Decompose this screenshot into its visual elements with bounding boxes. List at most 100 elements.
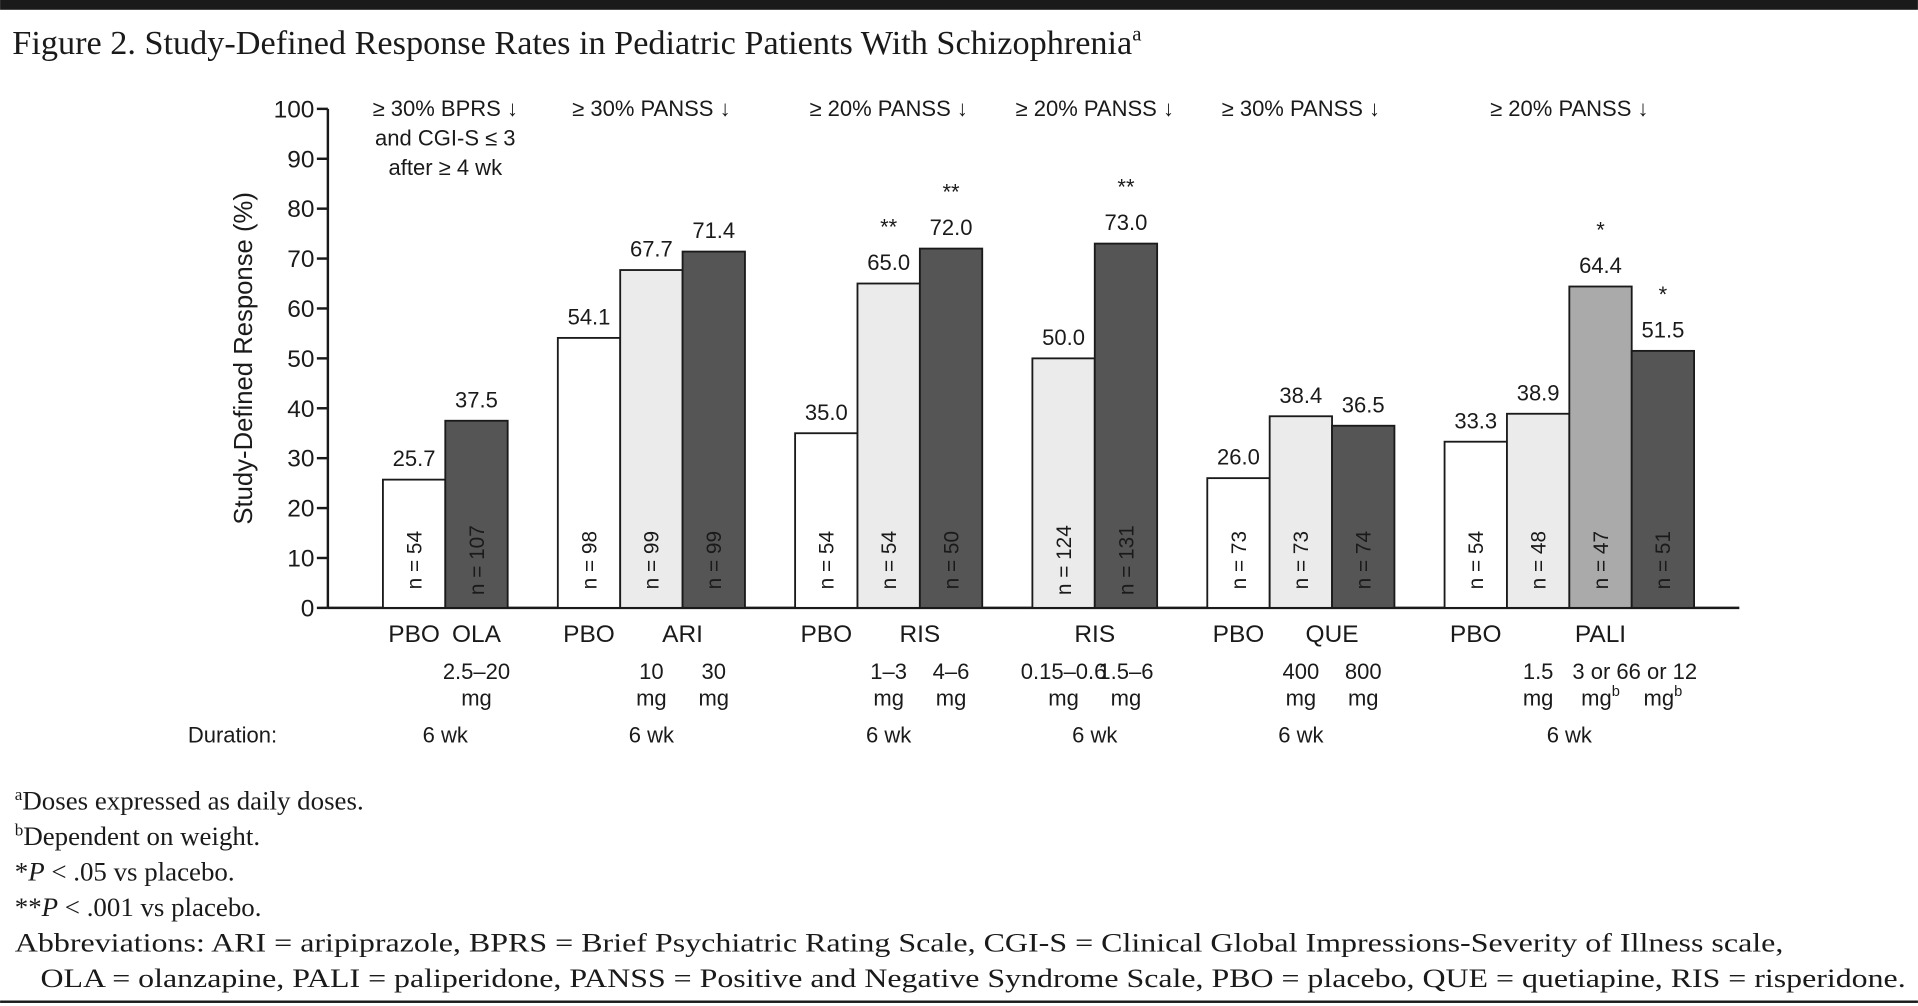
n-label: n = 99	[703, 531, 726, 589]
y-tick-label: 40	[287, 396, 314, 423]
n-label: n = 54	[1465, 531, 1488, 589]
value-label: 37.5	[455, 387, 498, 412]
bar	[1568, 285, 1633, 609]
value-label: 36.5	[1342, 392, 1385, 417]
n-label: n = 54	[816, 531, 839, 589]
bar	[856, 282, 921, 609]
group-header: ≥ 20% PANSS ↓	[1016, 96, 1174, 121]
footnote: bDependent on weight.	[15, 820, 260, 851]
dose-text: mg	[1286, 686, 1317, 711]
dose-line: 10	[639, 659, 663, 684]
abbreviations: OLA = olanzapine, PALI = paliperidone, P…	[40, 963, 1905, 993]
value-label: 51.5	[1641, 317, 1684, 342]
y-tick-label: 60	[287, 296, 314, 323]
placebo-label: PBO	[800, 621, 852, 648]
group-header: and CGI-S ≤ 3	[375, 126, 515, 151]
value-label: 72.0	[930, 215, 973, 240]
dose-text: 1.5–6	[1098, 659, 1153, 684]
y-axis-label: Study-Defined Response (%)	[230, 192, 258, 524]
dose-text: mg	[1348, 686, 1379, 711]
group-header: ≥ 20% PANSS ↓	[809, 96, 967, 121]
significance: **	[880, 215, 898, 240]
dose-text: 1.5	[1523, 659, 1554, 684]
duration: 6 wk	[1072, 722, 1118, 747]
dose-text: 800	[1345, 659, 1382, 684]
dose-line: mg	[461, 686, 492, 711]
group-header: after ≥ 4 wk	[389, 155, 504, 180]
bar	[1506, 412, 1571, 609]
drug-label: RIS	[1074, 621, 1115, 648]
placebo-label: PBO	[563, 621, 615, 648]
drug-label: RIS	[899, 621, 940, 648]
drug-label: QUE	[1306, 621, 1359, 648]
n-label: n = 98	[578, 531, 601, 589]
y-tick-label: 100	[274, 96, 315, 123]
group-header: ≥ 20% PANSS ↓	[1490, 96, 1648, 121]
dose-text: mg	[636, 686, 667, 711]
dose-line: mg	[1111, 686, 1142, 711]
n-label: n = 74	[1353, 531, 1376, 589]
drug-label: ARI	[662, 621, 703, 648]
dose-line: 1.5–6	[1098, 659, 1153, 684]
dose-line: 400	[1282, 659, 1319, 684]
dose-line: mg	[873, 686, 904, 711]
y-tick-label: 50	[287, 346, 314, 373]
value-label: 73.0	[1105, 210, 1148, 235]
duration: 6 wk	[629, 722, 675, 747]
footnote-mark: **	[15, 892, 42, 922]
value-label: 65.0	[867, 250, 910, 275]
dose-text: 3 or 6	[1572, 659, 1628, 684]
y-tick-label: 20	[287, 496, 314, 523]
dose-text: mg	[1644, 686, 1675, 711]
dose-text: mg	[936, 686, 967, 711]
dose-line: 0.15–0.6	[1021, 659, 1107, 684]
value-label: 50.0	[1042, 325, 1085, 350]
group-header: ≥ 30% PANSS ↓	[1222, 96, 1380, 121]
y-tick-label: 10	[287, 546, 314, 573]
bar	[556, 336, 622, 609]
n-label: n = 73	[1228, 531, 1251, 589]
n-label: n = 99	[641, 531, 664, 589]
dose-line: 2.5–20	[443, 659, 510, 684]
abbreviations: Abbreviations: ARI = aripiprazole, BPRS …	[15, 928, 1784, 958]
value-label: 25.7	[393, 446, 436, 471]
bar	[1206, 477, 1271, 609]
bar	[918, 247, 984, 609]
bar	[1093, 242, 1159, 609]
placebo-label: PBO	[1450, 621, 1502, 648]
chart-title: Figure 2. Study-Defined Response Rates i…	[12, 22, 1141, 61]
dose-text: 6 or 12	[1629, 659, 1698, 684]
dose-line: mg	[636, 686, 667, 711]
duration-label: Duration:	[188, 722, 277, 747]
dose-line: 3 or 6	[1572, 659, 1628, 684]
dose-superscript: b	[1674, 684, 1682, 700]
value-label: 38.9	[1517, 380, 1560, 405]
dose-line: 800	[1345, 659, 1382, 684]
dose-line: mgb	[1581, 684, 1620, 711]
dose-line: mg	[1523, 686, 1554, 711]
n-label: n = 51	[1652, 531, 1675, 589]
bottom-rule	[0, 1000, 1918, 1003]
dose-line: mgb	[1644, 684, 1683, 711]
n-label: n = 107	[466, 525, 489, 595]
dose-line: mg	[1048, 686, 1079, 711]
bar	[1630, 349, 1696, 609]
footnote: aDoses expressed as daily doses.	[15, 785, 364, 816]
significance: **	[942, 180, 960, 205]
dose-line: mg	[936, 686, 967, 711]
bar	[444, 419, 509, 609]
dose-text: mg	[873, 686, 904, 711]
drug-label: PALI	[1575, 621, 1626, 648]
n-label: n = 54	[878, 531, 901, 589]
significance: *	[1596, 218, 1605, 243]
duration: 6 wk	[1547, 722, 1593, 747]
dose-text: 30	[702, 659, 726, 684]
n-label: n = 54	[403, 531, 426, 589]
n-label: n = 47	[1590, 531, 1613, 589]
value-label: 64.4	[1579, 253, 1622, 278]
n-label: n = 48	[1527, 531, 1550, 589]
dose-text: mg	[461, 686, 492, 711]
footnote: **P < .001 vs placebo.	[15, 892, 262, 922]
bar	[681, 250, 746, 609]
